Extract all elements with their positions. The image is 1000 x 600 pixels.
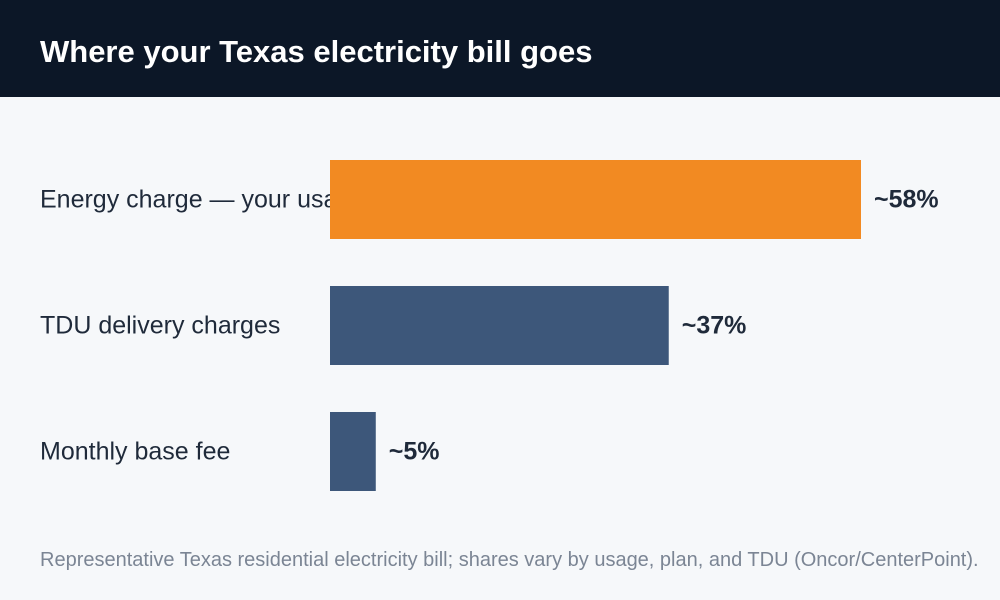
category-label: Energy charge — your usage bbox=[40, 186, 365, 214]
category-label: TDU delivery charges bbox=[40, 312, 280, 340]
chart-title: Where your Texas electricity bill goes bbox=[40, 34, 593, 69]
category-label: Monthly base fee bbox=[40, 438, 230, 466]
value-label: ~58% bbox=[874, 186, 939, 214]
header-bar: Where your Texas electricity bill goes bbox=[0, 0, 1000, 97]
bar bbox=[330, 412, 376, 491]
bar bbox=[330, 160, 861, 239]
footnote: Representative Texas residential electri… bbox=[40, 549, 979, 571]
value-label: ~5% bbox=[389, 438, 440, 466]
bar bbox=[330, 286, 669, 365]
value-label: ~37% bbox=[682, 312, 747, 340]
